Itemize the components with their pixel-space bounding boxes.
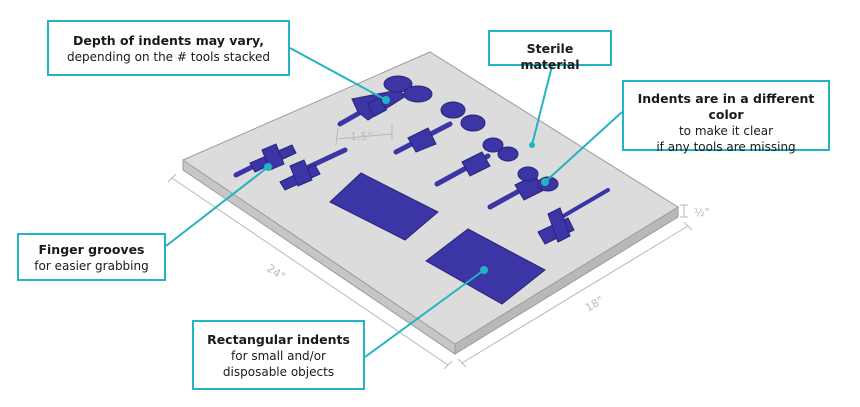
leader-lines [165, 47, 623, 358]
tool-indent [537, 188, 610, 245]
leader-dots [264, 96, 549, 274]
callout-color: Indents are in a different color to make… [622, 80, 830, 154]
callout-finger-heading: Finger grooves [38, 242, 145, 257]
leader-depth [289, 47, 387, 101]
gap-dimension-label: 1.5" [350, 130, 373, 143]
length-dimension-label: 24" [264, 262, 287, 283]
callout-color-line1: to make it clear [678, 124, 774, 138]
dimensions [167, 123, 693, 370]
leader-color [544, 111, 623, 183]
callout-color-line2: if any tools are missing [656, 140, 796, 154]
callout-depth-text: depending on the # tools stacked [67, 50, 270, 64]
rectangular-indent [329, 172, 439, 241]
callout-rect-line2: disposable objects [222, 365, 335, 379]
tool-indent [434, 137, 519, 187]
callout-sterile: Sterile material [488, 30, 612, 72]
indents [233, 75, 610, 305]
callout-rect: Rectangular indents for small and/or dis… [192, 320, 365, 390]
width-dimension-label: 18" [583, 294, 606, 315]
tool-indent [393, 101, 486, 155]
callout-depth: Depth of indents may vary, depending on … [47, 20, 290, 76]
thickness-dimension-label: ½" [694, 206, 710, 219]
leader-finger [165, 166, 269, 247]
callout-sterile-heading: Sterile material [520, 41, 580, 72]
callout-rect-heading: Rectangular indents [207, 332, 350, 347]
tray [181, 51, 679, 355]
tray-top [181, 51, 679, 345]
tool-indent [337, 75, 433, 127]
callout-depth-heading: Depth of indents may vary, [73, 33, 264, 48]
leader-rect [364, 269, 485, 358]
leader-sterile [531, 65, 553, 146]
callout-finger: Finger grooves for easier grabbing [17, 233, 166, 281]
callout-rect-line1: for small and/or [231, 349, 326, 363]
callout-finger-text: for easier grabbing [34, 259, 149, 273]
tool-indent [279, 147, 348, 191]
callout-color-heading: Indents are in a different color [637, 91, 815, 122]
